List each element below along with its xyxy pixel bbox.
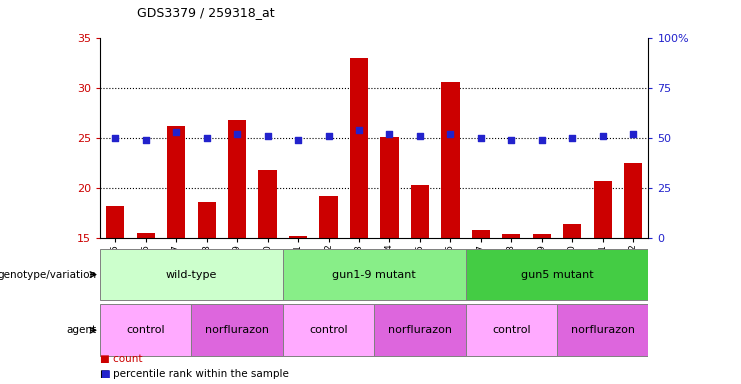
Bar — [259, 170, 276, 238]
Bar — [100, 249, 283, 300]
Text: GDS3379 / 259318_at: GDS3379 / 259318_at — [137, 6, 275, 19]
Text: genotype/variation: genotype/variation — [0, 270, 96, 280]
Point — [566, 135, 578, 141]
Text: gun5 mutant: gun5 mutant — [521, 270, 594, 280]
Text: ■ count: ■ count — [100, 354, 142, 364]
Text: norflurazon: norflurazon — [205, 325, 269, 335]
Text: control: control — [492, 325, 531, 335]
Point — [140, 137, 152, 143]
Point — [536, 137, 548, 143]
Text: ■ percentile rank within the sample: ■ percentile rank within the sample — [100, 369, 289, 379]
Bar — [319, 196, 338, 238]
Bar — [191, 305, 283, 356]
Point — [505, 137, 517, 143]
Point — [110, 135, 122, 141]
Text: ■: ■ — [100, 369, 110, 379]
Text: control: control — [309, 325, 348, 335]
Point — [445, 131, 456, 137]
Bar — [563, 224, 582, 238]
Bar — [283, 249, 465, 300]
Bar — [167, 126, 185, 238]
Point — [231, 131, 243, 137]
Bar — [106, 206, 124, 238]
Point — [475, 135, 487, 141]
Bar — [472, 230, 490, 238]
Bar — [380, 137, 399, 238]
Bar — [624, 163, 642, 238]
Text: control: control — [127, 325, 165, 335]
Bar — [374, 305, 465, 356]
Text: norflurazon: norflurazon — [388, 325, 452, 335]
Bar — [228, 120, 246, 238]
Point — [322, 133, 334, 139]
Bar — [136, 233, 155, 238]
Bar — [100, 305, 191, 356]
Bar — [557, 305, 648, 356]
Point — [262, 133, 273, 139]
Bar — [465, 249, 648, 300]
Point — [597, 133, 608, 139]
Bar — [283, 305, 374, 356]
Point — [414, 133, 426, 139]
Bar — [289, 236, 308, 238]
Point — [170, 129, 182, 135]
Bar — [411, 185, 429, 238]
Point — [384, 131, 396, 137]
Point — [353, 127, 365, 133]
Point — [627, 131, 639, 137]
Text: gun1-9 mutant: gun1-9 mutant — [332, 270, 416, 280]
Point — [292, 137, 304, 143]
Bar — [594, 181, 612, 238]
Text: agent: agent — [66, 325, 96, 335]
Bar — [502, 234, 520, 238]
Bar — [350, 58, 368, 238]
Bar — [465, 305, 557, 356]
Text: norflurazon: norflurazon — [571, 325, 635, 335]
Bar — [533, 234, 551, 238]
Point — [201, 135, 213, 141]
Bar — [441, 82, 459, 238]
Text: wild-type: wild-type — [166, 270, 217, 280]
Bar — [198, 202, 216, 238]
